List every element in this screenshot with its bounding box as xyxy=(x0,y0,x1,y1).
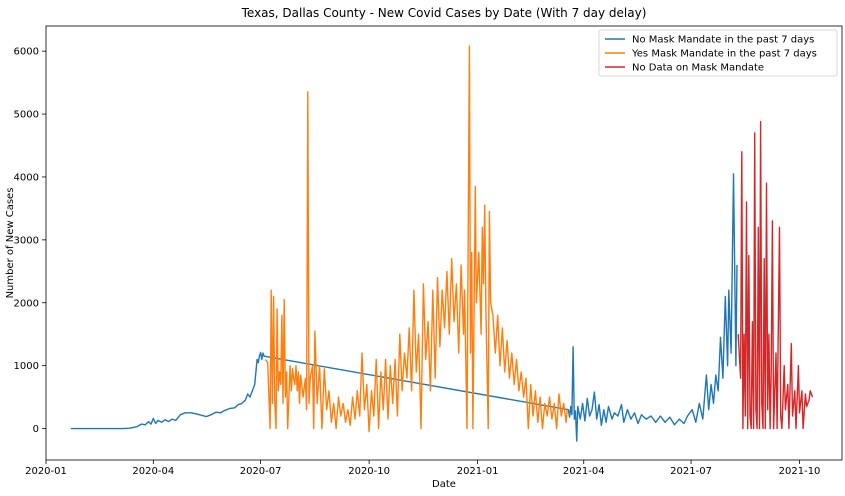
x-tick-label: 2021-10 xyxy=(779,466,821,477)
x-tick-label: 2020-07 xyxy=(240,466,282,477)
y-tick-label: 3000 xyxy=(14,235,39,246)
plot-frame xyxy=(45,25,843,461)
x-tick-label: 2021-07 xyxy=(670,466,712,477)
series-line-3 xyxy=(737,120,814,430)
x-tick-label: 2021-04 xyxy=(563,466,605,477)
plot-lines xyxy=(70,45,814,442)
x-tick-label: 2021-01 xyxy=(457,466,499,477)
legend: No Mask Mandate in the past 7 days Yes Ma… xyxy=(598,29,838,77)
y-tick-label: 5000 xyxy=(14,110,39,121)
legend-label-3: No Data on Mask Mandate xyxy=(632,63,764,74)
y-tick-label: 6000 xyxy=(14,47,39,58)
chart-title: Texas, Dallas County - New Covid Cases b… xyxy=(241,6,647,20)
y-tick-label: 4000 xyxy=(14,172,39,183)
legend-label-1: No Mask Mandate in the past 7 days xyxy=(632,35,814,46)
y-axis-title: Number of New Cases xyxy=(5,188,16,299)
y-tick-label: 1000 xyxy=(14,361,39,372)
series-line-1 xyxy=(70,173,738,442)
y-tick-label: 2000 xyxy=(14,298,39,309)
x-axis-title: Date xyxy=(432,479,456,490)
x-axis-ticks: 2020-01 2020-04 2020-07 2020-10 2021-01 2021-… xyxy=(25,460,820,477)
legend-label-2: Yes Mask Mandate in the past 7 days xyxy=(631,49,817,60)
x-tick-label: 2020-04 xyxy=(132,466,174,477)
x-tick-label: 2020-01 xyxy=(25,466,67,477)
legend-frame xyxy=(598,29,838,77)
y-axis-ticks: 0 1000 2000 3000 4000 5000 6000 xyxy=(14,47,46,435)
y-tick-label: 0 xyxy=(33,424,39,435)
series-line-2 xyxy=(264,45,568,433)
x-tick-label: 2020-10 xyxy=(348,466,390,477)
